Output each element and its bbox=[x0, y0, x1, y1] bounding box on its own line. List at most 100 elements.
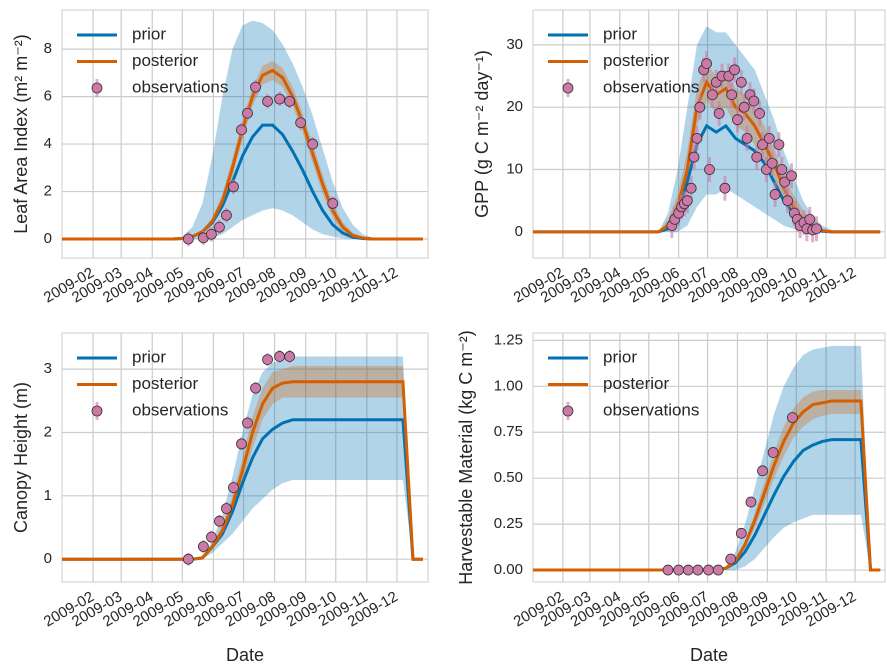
observation-point bbox=[221, 209, 232, 221]
observation-point bbox=[691, 132, 703, 144]
subplot: 024682009-022009-032009-042009-052009-06… bbox=[11, 9, 429, 306]
series-line bbox=[62, 380, 423, 561]
observation-point bbox=[228, 482, 239, 493]
observation-point bbox=[221, 503, 232, 514]
observation-point bbox=[719, 182, 731, 194]
y-tick-label: 0 bbox=[515, 223, 523, 240]
observation-point bbox=[748, 95, 760, 107]
observation-point bbox=[754, 108, 766, 119]
observation-point bbox=[779, 176, 791, 188]
legend-label: observations bbox=[132, 77, 228, 96]
observation-point bbox=[250, 382, 261, 394]
y-tick-label: 1.00 bbox=[494, 377, 523, 394]
observation-point bbox=[773, 139, 785, 150]
subplot: 01020302009-022009-032009-042009-052009-… bbox=[472, 9, 886, 306]
subplot: 0.000.250.500.751.001.252009-022009-0320… bbox=[456, 330, 886, 665]
observation-point bbox=[274, 93, 285, 105]
y-tick-label: 2 bbox=[44, 183, 52, 200]
x-axis-label: Date bbox=[690, 645, 728, 665]
legend-marker bbox=[562, 405, 574, 417]
series-line bbox=[533, 79, 881, 234]
y-tick-label: 0.25 bbox=[494, 515, 523, 532]
y-axis-label: Leaf Area Index (m² m⁻²) bbox=[11, 34, 31, 234]
observation-point bbox=[682, 564, 694, 576]
observation-point bbox=[767, 447, 779, 458]
y-tick-label: 20 bbox=[506, 98, 523, 115]
observation-point bbox=[713, 108, 725, 119]
observation-point bbox=[786, 170, 797, 182]
observation-point bbox=[685, 182, 697, 194]
observation-point bbox=[804, 213, 816, 225]
observation-point bbox=[327, 198, 339, 209]
legend-label: prior bbox=[603, 24, 637, 43]
legend-label: posterior bbox=[132, 374, 198, 393]
observation-point bbox=[725, 553, 737, 565]
observation-point bbox=[712, 564, 724, 576]
observation-point bbox=[284, 351, 296, 362]
observation-point bbox=[307, 138, 319, 150]
y-tick-label: 3 bbox=[44, 360, 52, 377]
observation-point bbox=[757, 465, 768, 477]
observation-point bbox=[741, 132, 753, 144]
observation-point bbox=[673, 564, 685, 576]
y-tick-label: 0 bbox=[44, 230, 52, 247]
legend-label: observations bbox=[603, 77, 699, 96]
observation-point bbox=[662, 564, 674, 576]
y-axis-label: Canopy Height (m) bbox=[11, 382, 31, 533]
observation-point bbox=[692, 564, 704, 576]
y-tick-label: 1 bbox=[44, 487, 52, 504]
legend-label: prior bbox=[132, 347, 166, 366]
y-axis-label: Harvestable Material (kg C m⁻²) bbox=[456, 330, 476, 585]
y-tick-label: 0.00 bbox=[494, 561, 523, 578]
observation-point bbox=[745, 496, 757, 508]
observation-point bbox=[694, 101, 706, 113]
y-axis-label: GPP (g C m⁻² day⁻¹) bbox=[472, 50, 492, 218]
y-tick-label: 1.25 bbox=[494, 331, 523, 348]
legend-label: prior bbox=[132, 24, 166, 43]
uncertainty-band bbox=[533, 63, 881, 232]
observation-point bbox=[274, 351, 285, 362]
x-axis-label: Date bbox=[226, 645, 264, 665]
y-tick-label: 6 bbox=[44, 88, 52, 105]
observation-point bbox=[688, 151, 700, 163]
observation-point bbox=[729, 64, 740, 76]
legend-marker bbox=[91, 405, 103, 417]
observation-point bbox=[681, 195, 693, 207]
legend-label: posterior bbox=[132, 51, 198, 70]
legend-marker bbox=[562, 82, 574, 94]
uncertainty-band bbox=[533, 389, 881, 571]
observation-point bbox=[811, 223, 822, 235]
observation-point bbox=[197, 541, 209, 552]
plot-content bbox=[62, 20, 423, 247]
observation-point bbox=[182, 233, 194, 245]
observation-point bbox=[751, 151, 763, 163]
y-tick-label: 4 bbox=[44, 135, 52, 152]
legend-label: prior bbox=[603, 347, 637, 366]
observation-point bbox=[242, 107, 253, 119]
legend-label: observations bbox=[603, 400, 699, 419]
observation-point bbox=[726, 89, 738, 101]
observation-point bbox=[766, 157, 778, 169]
legend-label: observations bbox=[132, 400, 228, 419]
y-tick-label: 2 bbox=[44, 423, 52, 440]
legend-label: posterior bbox=[603, 51, 669, 70]
plot-content bbox=[533, 345, 881, 576]
observation-point bbox=[262, 95, 273, 107]
legend-marker bbox=[91, 82, 103, 94]
observation-point bbox=[787, 412, 798, 423]
observation-point bbox=[182, 553, 194, 565]
observation-point bbox=[706, 89, 718, 101]
y-tick-label: 10 bbox=[506, 160, 523, 177]
y-tick-label: 0.75 bbox=[494, 423, 523, 440]
observation-point bbox=[703, 564, 714, 576]
observation-point bbox=[214, 221, 225, 233]
observation-point bbox=[763, 132, 775, 144]
observation-point bbox=[242, 417, 253, 429]
legend-label: posterior bbox=[603, 374, 669, 393]
observation-point bbox=[735, 76, 747, 88]
plot-content bbox=[533, 26, 881, 243]
observation-point bbox=[757, 139, 768, 150]
observation-point bbox=[738, 101, 750, 113]
plot-content bbox=[62, 350, 423, 566]
